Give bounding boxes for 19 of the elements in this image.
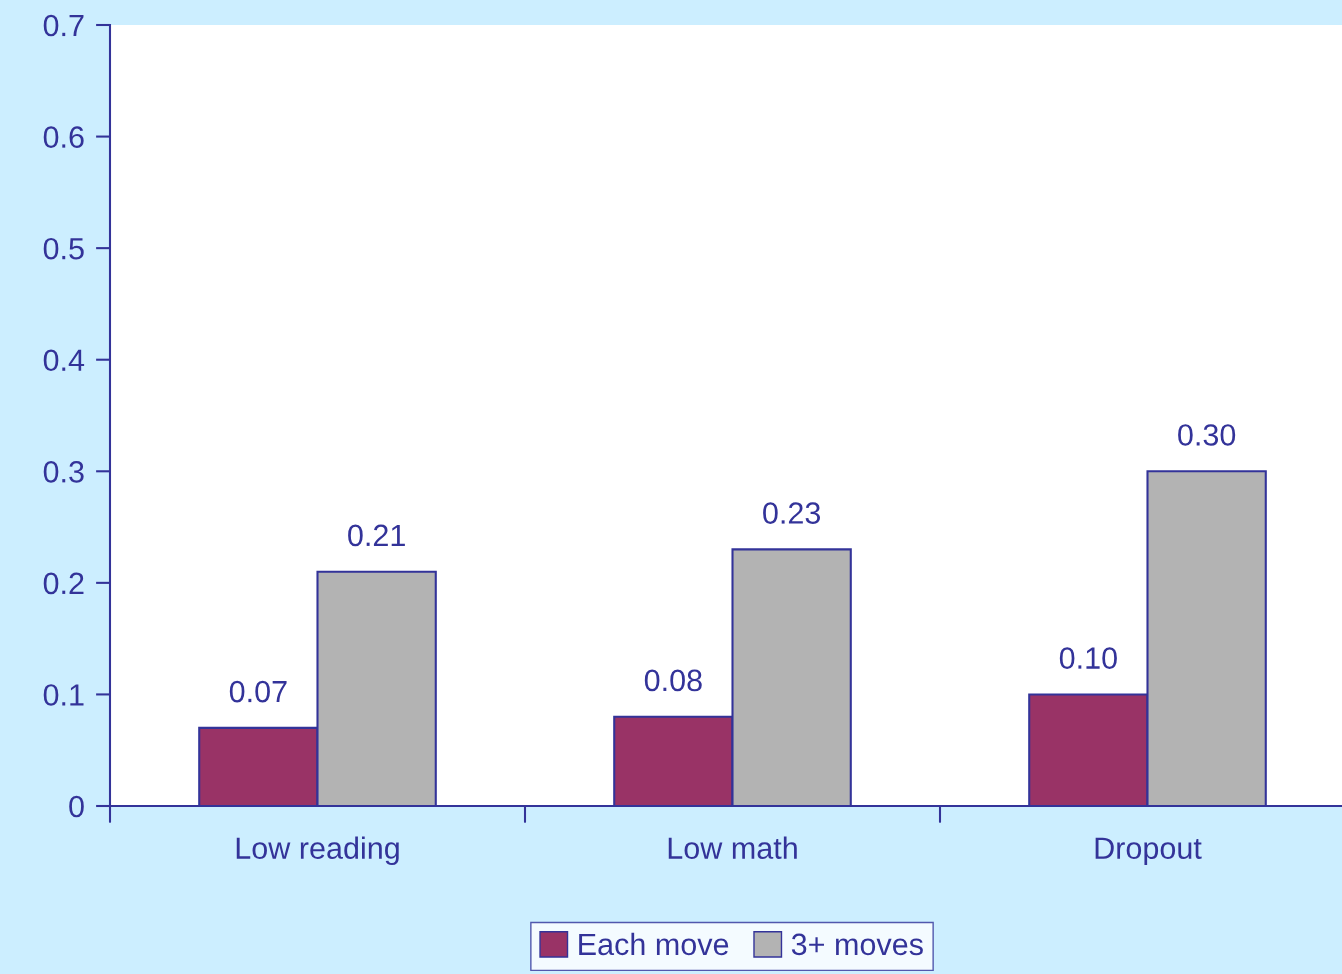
legend-label: Each move [579, 932, 729, 956]
data-label: 0.10 [1059, 647, 1117, 669]
data-label: 0.21 [348, 524, 405, 547]
y-tick-label: 0.4 [43, 349, 85, 372]
data-label: 0.30 [1178, 424, 1236, 446]
y-tick-label: 0.2 [43, 572, 84, 595]
y-tick-label: 0.1 [43, 684, 84, 706]
data-label: 0.08 [644, 669, 702, 692]
data-label: 0.07 [229, 680, 287, 703]
y-tick-label: 0.7 [43, 14, 84, 37]
legend-label: 3+ moves [791, 933, 923, 956]
y-tick-label: 0.5 [43, 237, 84, 260]
y-tick-label: 0.6 [43, 126, 84, 148]
y-tick-label: 0 [69, 795, 84, 818]
x-tick-label: Dropout [1095, 837, 1202, 866]
x-tick-label: Low reading [236, 836, 399, 866]
data-label: 0.23 [763, 502, 821, 524]
y-tick-label: 0.3 [43, 461, 84, 483]
x-tick-label: Low math [668, 836, 797, 859]
